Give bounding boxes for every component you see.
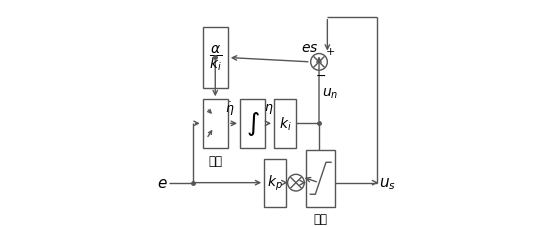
Text: $\dot{\eta}$: $\dot{\eta}$ bbox=[225, 100, 235, 117]
Text: $es$: $es$ bbox=[301, 40, 319, 54]
Text: $k_i$: $k_i$ bbox=[278, 115, 292, 133]
Text: $\dfrac{\alpha}{k_i}$: $\dfrac{\alpha}{k_i}$ bbox=[209, 43, 222, 73]
Text: −: − bbox=[316, 70, 326, 83]
Bar bbox=[203, 100, 228, 148]
Text: $k_p$: $k_p$ bbox=[267, 173, 283, 192]
Text: $u_n$: $u_n$ bbox=[322, 86, 339, 100]
Bar bbox=[240, 100, 265, 148]
Text: $u_s$: $u_s$ bbox=[379, 175, 396, 191]
Bar bbox=[274, 100, 296, 148]
Text: +: + bbox=[326, 47, 335, 57]
Bar bbox=[264, 159, 286, 207]
Bar bbox=[203, 28, 228, 89]
Text: $\int$: $\int$ bbox=[246, 110, 260, 138]
Text: $\eta$: $\eta$ bbox=[264, 101, 273, 116]
Bar bbox=[306, 150, 335, 207]
Text: 饱和: 饱和 bbox=[313, 212, 328, 225]
Text: 开关: 开关 bbox=[208, 155, 222, 168]
Text: $e$: $e$ bbox=[157, 175, 168, 190]
